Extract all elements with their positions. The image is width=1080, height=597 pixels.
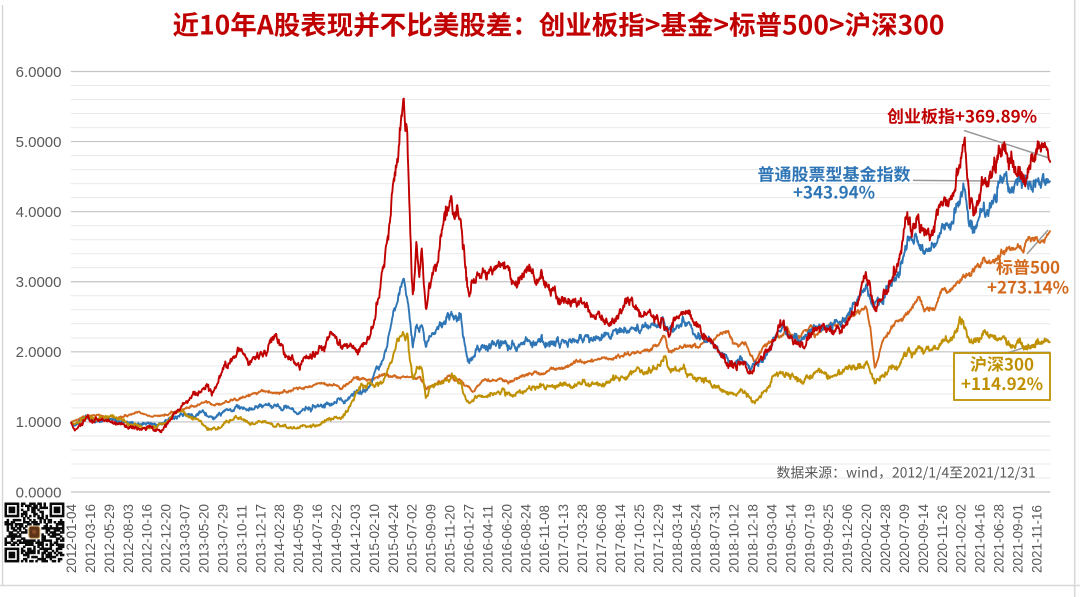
svg-text:2016-01-27: 2016-01-27: [462, 504, 477, 573]
svg-text:2021-09-01: 2021-09-01: [1011, 504, 1026, 573]
svg-text:2018-12-18: 2018-12-18: [746, 504, 761, 573]
svg-text:2018-05-24: 2018-05-24: [689, 503, 704, 573]
svg-text:2019-12-06: 2019-12-06: [840, 504, 855, 573]
svg-text:2021-11-16: 2021-11-16: [1029, 505, 1044, 573]
svg-text:2014-02-28: 2014-02-28: [272, 504, 287, 573]
svg-text:2019-03-04: 2019-03-04: [764, 503, 779, 573]
svg-text:2014-05-09: 2014-05-09: [291, 504, 306, 573]
svg-text:2013-07-29: 2013-07-29: [215, 504, 230, 573]
svg-text:2018-03-14: 2018-03-14: [670, 503, 685, 573]
svg-text:2015-04-24: 2015-04-24: [386, 503, 401, 573]
svg-text:2017-06-08: 2017-06-08: [594, 504, 609, 573]
svg-text:2015-07-02: 2015-07-02: [405, 504, 420, 573]
svg-text:2013-05-20: 2013-05-20: [197, 504, 212, 573]
svg-text:2015-11-20: 2015-11-20: [443, 505, 458, 573]
svg-text:2021-02-02: 2021-02-02: [954, 504, 969, 573]
svg-text:2016-06-20: 2016-06-20: [499, 504, 514, 573]
svg-text:2012-01-04: 2012-01-04: [64, 503, 79, 573]
svg-text:2016-08-24: 2016-08-24: [518, 503, 533, 573]
svg-text:2012-08-03: 2012-08-03: [121, 504, 136, 573]
svg-text:2020-09-14: 2020-09-14: [916, 503, 931, 573]
svg-text:1.0000: 1.0000: [16, 414, 62, 431]
svg-text:2015-09-09: 2015-09-09: [424, 504, 439, 573]
svg-text:5.0000: 5.0000: [16, 134, 62, 151]
svg-text:2012-03-16: 2012-03-16: [83, 504, 98, 573]
svg-text:2021-06-28: 2021-06-28: [992, 504, 1007, 573]
svg-text:2017-08-14: 2017-08-14: [613, 503, 628, 573]
svg-text:2020-11-26: 2020-11-26: [935, 505, 950, 573]
svg-text:2014-07-16: 2014-07-16: [310, 504, 325, 573]
svg-text:2016-04-11: 2016-04-11: [481, 505, 496, 573]
svg-text:2013-03-07: 2013-03-07: [178, 504, 193, 573]
svg-text:2020-07-09: 2020-07-09: [897, 504, 912, 573]
svg-text:2015-02-10: 2015-02-10: [367, 504, 382, 573]
svg-text:2020-02-20: 2020-02-20: [859, 504, 874, 573]
svg-text:4.0000: 4.0000: [16, 204, 62, 221]
svg-text:2012-12-20: 2012-12-20: [159, 504, 174, 573]
svg-text:2013-12-17: 2013-12-17: [253, 504, 268, 573]
svg-text:2021-04-16: 2021-04-16: [973, 504, 988, 573]
svg-text:2017-03-28: 2017-03-28: [575, 504, 590, 573]
svg-text:2019-07-19: 2019-07-19: [802, 504, 817, 573]
svg-text:2012-10-16: 2012-10-16: [140, 504, 155, 573]
svg-text:2014-12-03: 2014-12-03: [348, 504, 363, 573]
svg-text:2016-11-08: 2016-11-08: [537, 505, 552, 573]
svg-text:2012-05-29: 2012-05-29: [102, 504, 117, 573]
svg-text:2013-10-11: 2013-10-11: [234, 505, 249, 573]
svg-text:0.0000: 0.0000: [16, 484, 62, 501]
svg-text:2018-07-31: 2018-07-31: [708, 504, 723, 573]
svg-text:2.0000: 2.0000: [16, 344, 62, 361]
svg-text:3.0000: 3.0000: [16, 274, 62, 291]
svg-text:2017-12-29: 2017-12-29: [651, 504, 666, 573]
svg-text:2017-01-13: 2017-01-13: [556, 504, 571, 573]
svg-text:2019-09-25: 2019-09-25: [821, 504, 836, 573]
svg-text:2019-05-14: 2019-05-14: [783, 503, 798, 573]
svg-text:2018-10-12: 2018-10-12: [727, 504, 742, 573]
svg-text:2017-10-25: 2017-10-25: [632, 504, 647, 573]
svg-text:2020-04-28: 2020-04-28: [878, 504, 893, 573]
svg-text:2014-09-22: 2014-09-22: [329, 504, 344, 573]
svg-text:6.0000: 6.0000: [16, 64, 62, 81]
